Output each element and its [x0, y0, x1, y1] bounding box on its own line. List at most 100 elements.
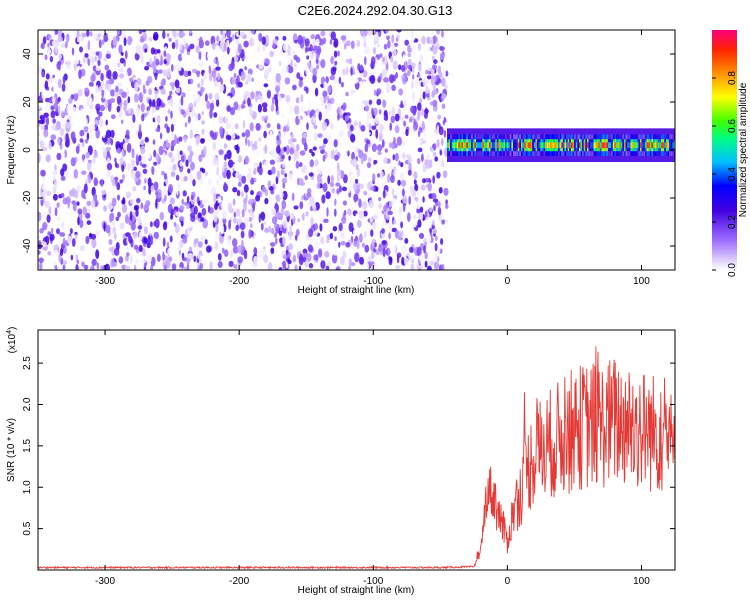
- spectrogram-cell: [147, 177, 152, 188]
- spectrogram-cell: [387, 210, 394, 216]
- spectrogram-cell: [323, 138, 328, 145]
- spectrogram-cell: [441, 78, 446, 86]
- spectrogram-cell: [399, 33, 404, 44]
- spectrogram-cell: [389, 161, 393, 172]
- spectrogram-cell: [148, 37, 153, 42]
- spectrogram-cell: [94, 33, 98, 40]
- spectrogram-cell: [59, 127, 65, 137]
- spectrogram-cell: [169, 235, 173, 243]
- spectrogram-x-tick-label: 0: [505, 276, 511, 287]
- spectrogram-band-cell: [612, 142, 616, 149]
- spectrogram-cell: [363, 230, 367, 239]
- spectrogram-cell: [361, 242, 365, 248]
- spectrogram-band-cell: [619, 142, 622, 149]
- spectrogram-cell: [382, 247, 386, 258]
- spectrogram-cell: [39, 181, 42, 188]
- spectrogram-cell: [189, 172, 194, 183]
- spectrogram-cell: [121, 91, 127, 99]
- spectrogram-cell: [197, 83, 201, 88]
- spectrogram-cell: [52, 260, 58, 266]
- spectrogram-cell: [233, 101, 239, 110]
- spectrogram-band-cell: [669, 142, 672, 149]
- spectrogram-cell: [316, 64, 320, 70]
- spectrogram-band-cell: [516, 142, 519, 149]
- spectrogram-cell: [86, 220, 92, 226]
- spectrogram-cell: [345, 242, 351, 248]
- spectrogram-band-cell: [495, 142, 498, 149]
- spectrogram-band-cell: [620, 142, 624, 149]
- spectrogram-cell: [64, 170, 70, 180]
- spectrogram-band-cell: [628, 142, 632, 149]
- spectrogram-cell: [391, 187, 395, 197]
- spectrogram-cell: [375, 263, 380, 270]
- spectrogram-cell: [291, 138, 297, 143]
- spectrogram-cell: [439, 149, 443, 156]
- spectrogram-cell: [372, 173, 376, 182]
- spectrogram-cell: [406, 93, 410, 102]
- spectrogram-cell: [286, 65, 289, 73]
- spectrogram-cell: [231, 46, 234, 52]
- spectrogram-cell: [84, 138, 89, 144]
- spectrogram-cell: [166, 85, 170, 92]
- spectrogram-cell: [212, 121, 216, 129]
- spectrogram-cell: [103, 232, 108, 242]
- spectrogram-cell: [147, 234, 151, 245]
- spectrogram-cell: [162, 107, 168, 117]
- spectrogram-cell: [327, 261, 332, 267]
- spectrogram-cell: [237, 181, 242, 187]
- spectrogram-cell: [47, 251, 52, 256]
- spectrogram-band-cell: [514, 142, 518, 149]
- spectrogram-cell: [135, 208, 139, 217]
- spectrogram-cell: [136, 197, 141, 204]
- spectrogram-cell: [370, 186, 375, 191]
- spectrogram-cell: [153, 181, 159, 191]
- spectrogram-cell: [89, 31, 93, 37]
- spectrogram-cell: [318, 248, 323, 258]
- spectrogram-band-cell: [545, 142, 548, 149]
- spectrogram-cell: [352, 229, 356, 240]
- spectrogram-cell: [280, 49, 284, 55]
- spectrogram-cell: [397, 179, 401, 186]
- spectrogram-cell: [379, 170, 384, 180]
- spectrogram-cell: [46, 214, 51, 223]
- spectrogram-cell: [240, 191, 244, 198]
- spectrogram-cell: [424, 260, 428, 268]
- spectrogram-cell: [70, 131, 76, 141]
- spectrogram-cell: [99, 104, 106, 112]
- spectrogram-cell: [285, 261, 289, 269]
- spectrogram-cell: [247, 139, 251, 147]
- spectrogram-cell: [313, 223, 319, 231]
- spectrogram-cell: [203, 145, 207, 156]
- spectrogram-cell: [301, 195, 304, 201]
- spectrogram-cell: [127, 234, 131, 242]
- spectrogram-cell: [365, 131, 371, 136]
- spectrogram-cell: [336, 188, 340, 195]
- spectrogram-cell: [282, 236, 286, 246]
- spectrogram-band-cell: [458, 142, 461, 149]
- spectrogram-cell: [365, 219, 369, 230]
- spectrogram-cell: [122, 142, 127, 151]
- spectrogram-band-cell: [640, 142, 643, 149]
- spectrogram-cell: [188, 102, 194, 112]
- spectrogram-cell: [248, 229, 252, 239]
- spectrogram-cell: [179, 216, 185, 222]
- spectrogram-cell: [260, 211, 266, 221]
- spectrogram-cell: [187, 70, 192, 77]
- spectrogram-cell: [163, 173, 168, 180]
- spectrogram-cell: [412, 91, 416, 101]
- spectrogram-cell: [152, 99, 156, 109]
- spectrogram-cell: [316, 45, 322, 55]
- spectrogram-cell: [100, 80, 105, 89]
- spectrogram-cell: [206, 100, 211, 110]
- spectrogram-cell: [42, 188, 47, 198]
- spectrogram-cell: [360, 72, 364, 77]
- spectrogram-cell: [103, 57, 108, 62]
- spectrogram-cell: [45, 154, 51, 163]
- spectrogram-cell: [207, 205, 211, 213]
- snr-y-tick-label: 1.0: [22, 480, 33, 494]
- spectrogram-band-cell: [488, 142, 492, 149]
- spectrogram-cell: [69, 39, 73, 47]
- spectrogram-cell: [235, 224, 239, 232]
- spectrogram-cell: [96, 107, 100, 115]
- spectrogram-cell: [197, 200, 201, 206]
